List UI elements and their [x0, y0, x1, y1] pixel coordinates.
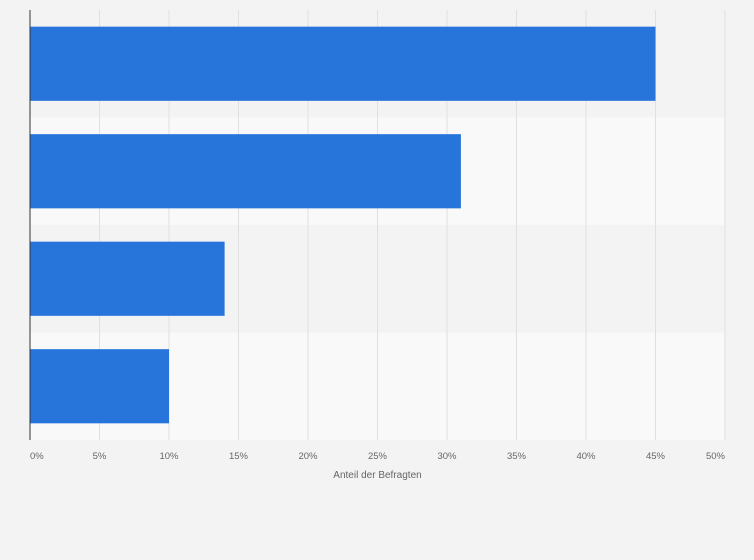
x-tick-label: 15% [229, 451, 249, 462]
x-tick-label: 35% [507, 451, 527, 462]
x-axis-ticks: 0% 5% 10% 15% 20% 25% 30% 35% 40% 45% 50% [30, 451, 726, 462]
bars [30, 26, 656, 424]
bar[interactable] [30, 241, 225, 316]
x-tick-label: 25% [368, 451, 388, 462]
x-axis-title: Anteil der Befragten [333, 470, 421, 481]
bar[interactable] [30, 349, 169, 424]
bar[interactable] [30, 26, 656, 101]
x-tick-label: 30% [437, 451, 457, 462]
x-tick-label: 45% [646, 451, 666, 462]
x-tick-label: 0% [30, 451, 44, 462]
x-tick-label: 5% [93, 451, 107, 462]
x-tick-label: 10% [159, 451, 179, 462]
x-tick-label: 50% [706, 451, 726, 462]
x-tick-label: 20% [298, 451, 318, 462]
bar[interactable] [30, 134, 461, 209]
x-tick-label: 40% [576, 451, 596, 462]
